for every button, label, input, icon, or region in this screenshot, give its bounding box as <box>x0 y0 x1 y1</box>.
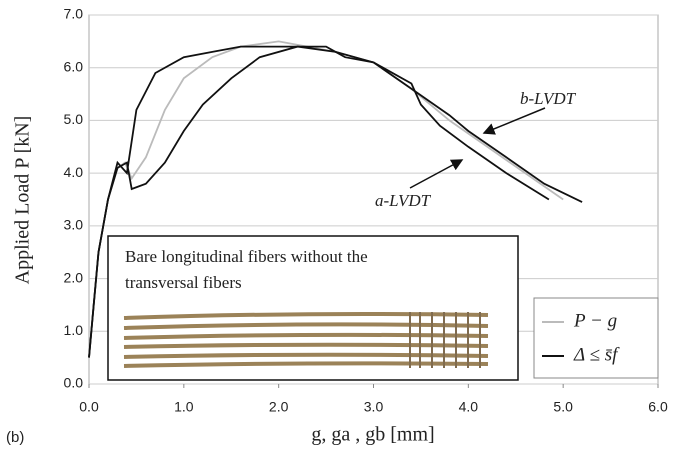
x-tick-label: 0.0 <box>79 399 99 415</box>
y-tick-label: 4.0 <box>64 164 84 180</box>
y-tick-label: 1.0 <box>64 322 84 338</box>
x-axis-label: g, ga , gb [mm] <box>311 424 434 446</box>
y-tick-label: 2.0 <box>64 269 84 285</box>
legend-box <box>533 297 659 379</box>
annotation: a-LVDT <box>375 191 432 210</box>
annotation-arrow <box>482 107 546 135</box>
y-axis-label: Applied Load P [kN] <box>12 116 34 285</box>
legend-label: P − g <box>573 310 617 331</box>
inset-text: transversal fibers <box>125 273 242 292</box>
x-tick-label: 3.0 <box>364 399 384 415</box>
y-tick-label: 7.0 <box>64 6 84 22</box>
x-tick-label: 5.0 <box>553 399 573 415</box>
inset-text: Bare longitudinal fibers without the <box>125 247 368 266</box>
series-line <box>88 45 583 358</box>
y-tick-label: 5.0 <box>64 111 84 127</box>
annotation-arrow <box>409 159 464 189</box>
x-tick-label: 4.0 <box>459 399 479 415</box>
fiber-image <box>123 312 489 368</box>
y-tick-label: 3.0 <box>64 217 84 233</box>
y-tick-label: 0.0 <box>64 375 84 391</box>
y-tick-label: 6.0 <box>64 58 84 74</box>
x-tick-label: 6.0 <box>648 399 668 415</box>
annotation: b-LVDT <box>520 89 577 108</box>
legend-label: Δ ≤ s̄f <box>573 344 620 365</box>
panel-label: (b) <box>6 429 24 446</box>
x-tick-label: 1.0 <box>174 399 194 415</box>
x-tick-label: 2.0 <box>269 399 289 415</box>
